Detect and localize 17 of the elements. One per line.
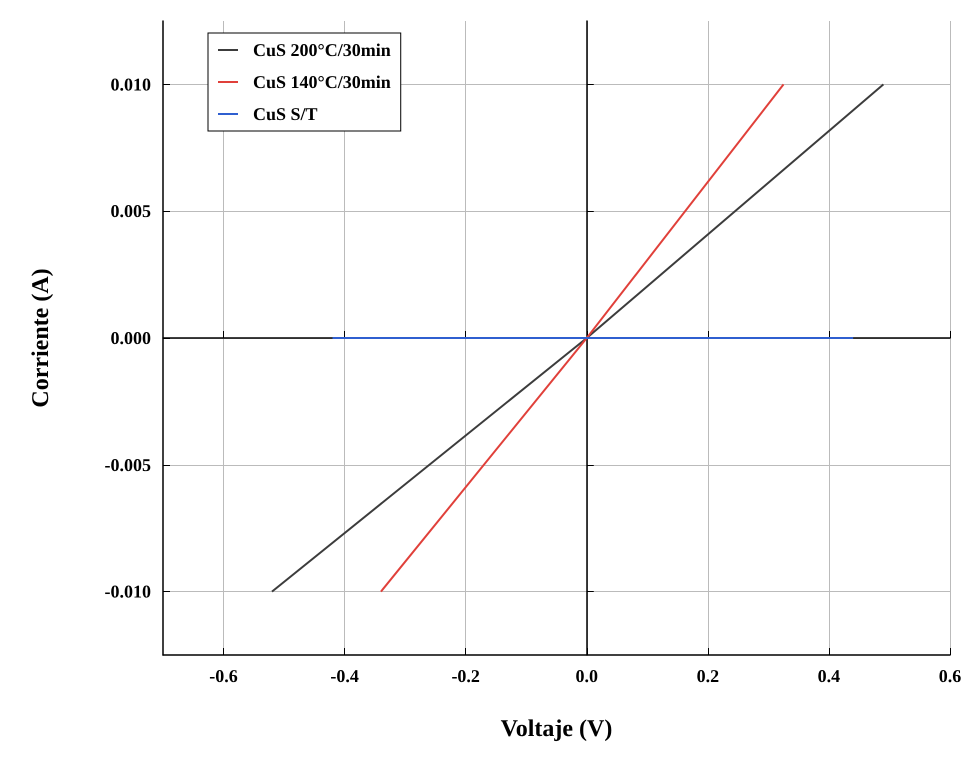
x-tick-label: 0.4 [818, 666, 840, 686]
x-tick-label: 0.2 [696, 666, 720, 686]
y-tick-label: 0.005 [110, 201, 151, 222]
x-tick-label: -0.6 [209, 666, 238, 686]
x-axis-title: Voltaje (V) [500, 716, 612, 742]
y-tick-label: 0.010 [110, 74, 151, 94]
y-tick-label: -0.010 [104, 582, 151, 602]
x-tick-label: -0.4 [330, 666, 359, 686]
y-tick-label: 0.000 [110, 328, 151, 348]
legend-label: CuS S/T [253, 104, 318, 124]
x-tick-label: 0.0 [576, 666, 598, 686]
x-tick-label: -0.2 [451, 666, 480, 686]
legend-label: CuS 140°C/30min [253, 72, 391, 92]
legend-label: CuS 200°C/30min [253, 40, 391, 60]
y-tick-label: -0.005 [104, 454, 151, 475]
x-tick-label: 0.6 [938, 666, 962, 686]
y-axis-title: Corriente (A) [28, 268, 54, 408]
